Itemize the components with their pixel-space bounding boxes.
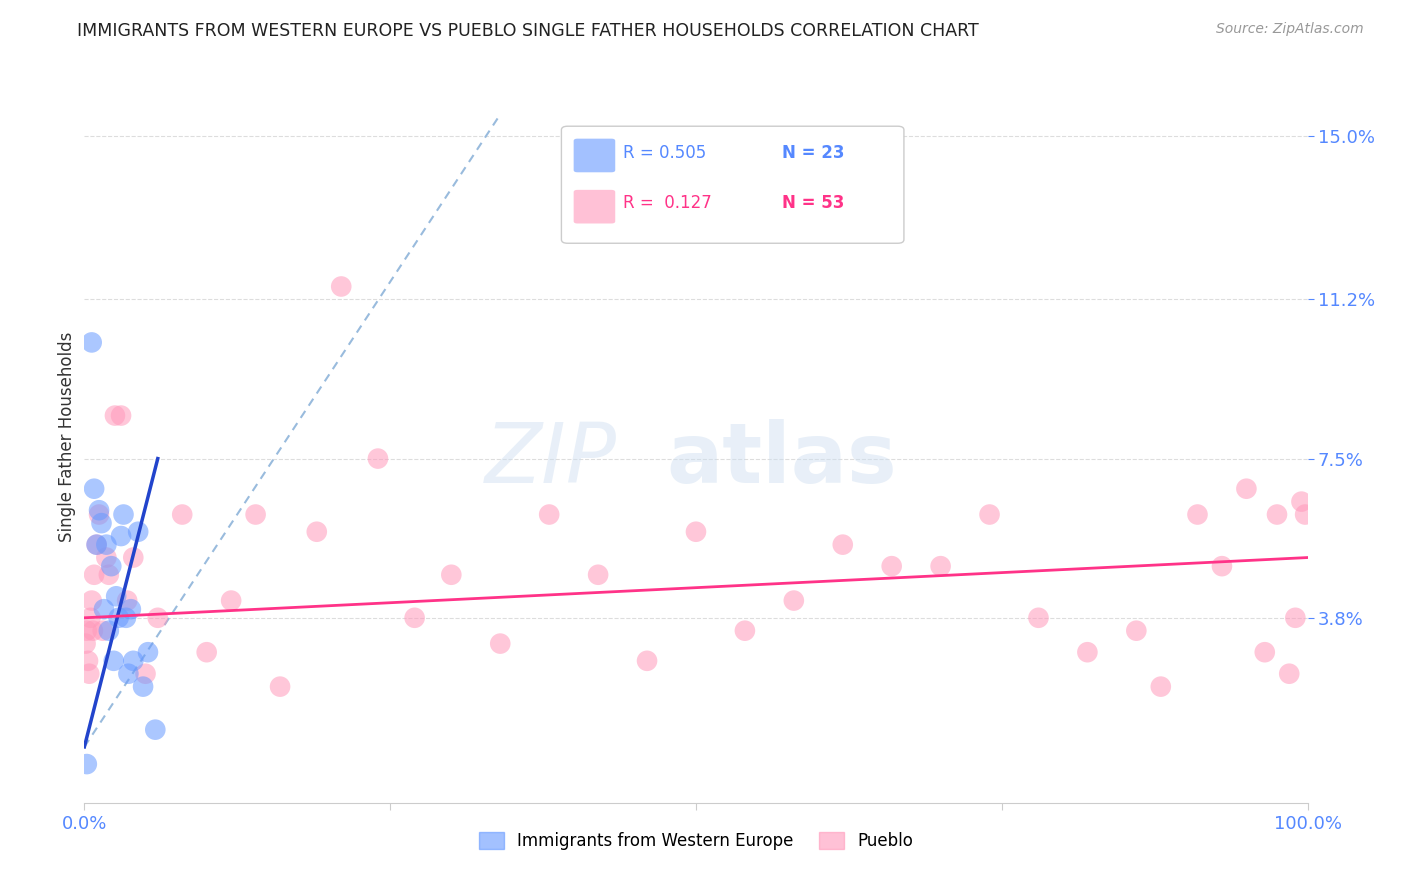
Point [93, 602, 115, 616]
Text: N = 23: N = 23 [782, 145, 844, 162]
Point [117, 666, 139, 681]
Text: ZIP: ZIP [485, 418, 616, 500]
Point [1028, 611, 1050, 625]
Text: N = 53: N = 53 [782, 194, 844, 212]
Point [83, 482, 105, 496]
FancyBboxPatch shape [574, 138, 616, 172]
Point [146, 611, 169, 625]
Text: atlas: atlas [666, 418, 897, 500]
Point [1254, 645, 1277, 659]
Point [1236, 482, 1258, 496]
Y-axis label: Single Father Households: Single Father Households [58, 332, 76, 542]
Point [110, 529, 132, 543]
Point [100, 559, 122, 574]
Text: Source: ZipAtlas.com: Source: ZipAtlas.com [1216, 22, 1364, 37]
Point [1076, 645, 1098, 659]
Point [586, 567, 609, 582]
Point [734, 624, 756, 638]
Point [143, 723, 166, 737]
Point [135, 666, 157, 681]
Point [86, 538, 108, 552]
Point [115, 611, 138, 625]
Point [112, 508, 135, 522]
Point [83, 567, 105, 582]
Text: R = 0.505: R = 0.505 [623, 145, 706, 162]
Point [783, 593, 806, 607]
Point [122, 654, 145, 668]
Point [1150, 680, 1173, 694]
Text: IMMIGRANTS FROM WESTERN EUROPE VS PUEBLO SINGLE FATHER HOUSEHOLDS CORRELATION CH: IMMIGRANTS FROM WESTERN EUROPE VS PUEBLO… [77, 22, 979, 40]
Point [538, 508, 561, 522]
Point [404, 611, 426, 625]
Legend: Immigrants from Western Europe, Pueblo: Immigrants from Western Europe, Pueblo [472, 825, 920, 856]
Point [87, 508, 110, 522]
Point [107, 611, 129, 625]
Point [82, 624, 104, 638]
Point [77, 666, 100, 681]
Point [1291, 494, 1313, 508]
Point [97, 624, 120, 638]
Text: R =  0.127: R = 0.127 [623, 194, 711, 212]
Point [367, 451, 389, 466]
Point [122, 550, 145, 565]
Point [79, 611, 101, 625]
Point [96, 550, 118, 565]
Point [115, 593, 138, 607]
Point [880, 559, 903, 574]
Point [1284, 611, 1306, 625]
Point [127, 524, 149, 539]
Point [685, 524, 707, 539]
Point [1294, 508, 1316, 522]
Point [831, 538, 853, 552]
FancyBboxPatch shape [574, 190, 616, 224]
Point [120, 602, 142, 616]
Point [245, 508, 267, 522]
Point [86, 538, 108, 552]
Point [636, 654, 658, 668]
Point [929, 559, 952, 574]
Point [76, 624, 98, 638]
Point [110, 409, 132, 423]
Point [80, 593, 103, 607]
Point [1265, 508, 1288, 522]
Point [195, 645, 218, 659]
Point [979, 508, 1001, 522]
Point [136, 645, 159, 659]
Point [91, 624, 114, 638]
Point [77, 654, 100, 668]
Point [330, 279, 353, 293]
Point [80, 335, 103, 350]
Point [132, 680, 155, 694]
Point [305, 524, 328, 539]
Point [489, 637, 512, 651]
Point [87, 503, 110, 517]
Point [172, 508, 194, 522]
Point [97, 567, 120, 582]
Point [75, 637, 97, 651]
FancyBboxPatch shape [561, 126, 904, 244]
Point [104, 409, 127, 423]
Point [105, 589, 128, 603]
Point [440, 567, 463, 582]
Point [76, 757, 98, 772]
Point [269, 680, 291, 694]
Point [103, 654, 125, 668]
Point [96, 538, 118, 552]
Point [1125, 624, 1147, 638]
Point [1278, 666, 1301, 681]
Point [1211, 559, 1233, 574]
Point [90, 516, 112, 530]
Point [1187, 508, 1209, 522]
Point [219, 593, 242, 607]
